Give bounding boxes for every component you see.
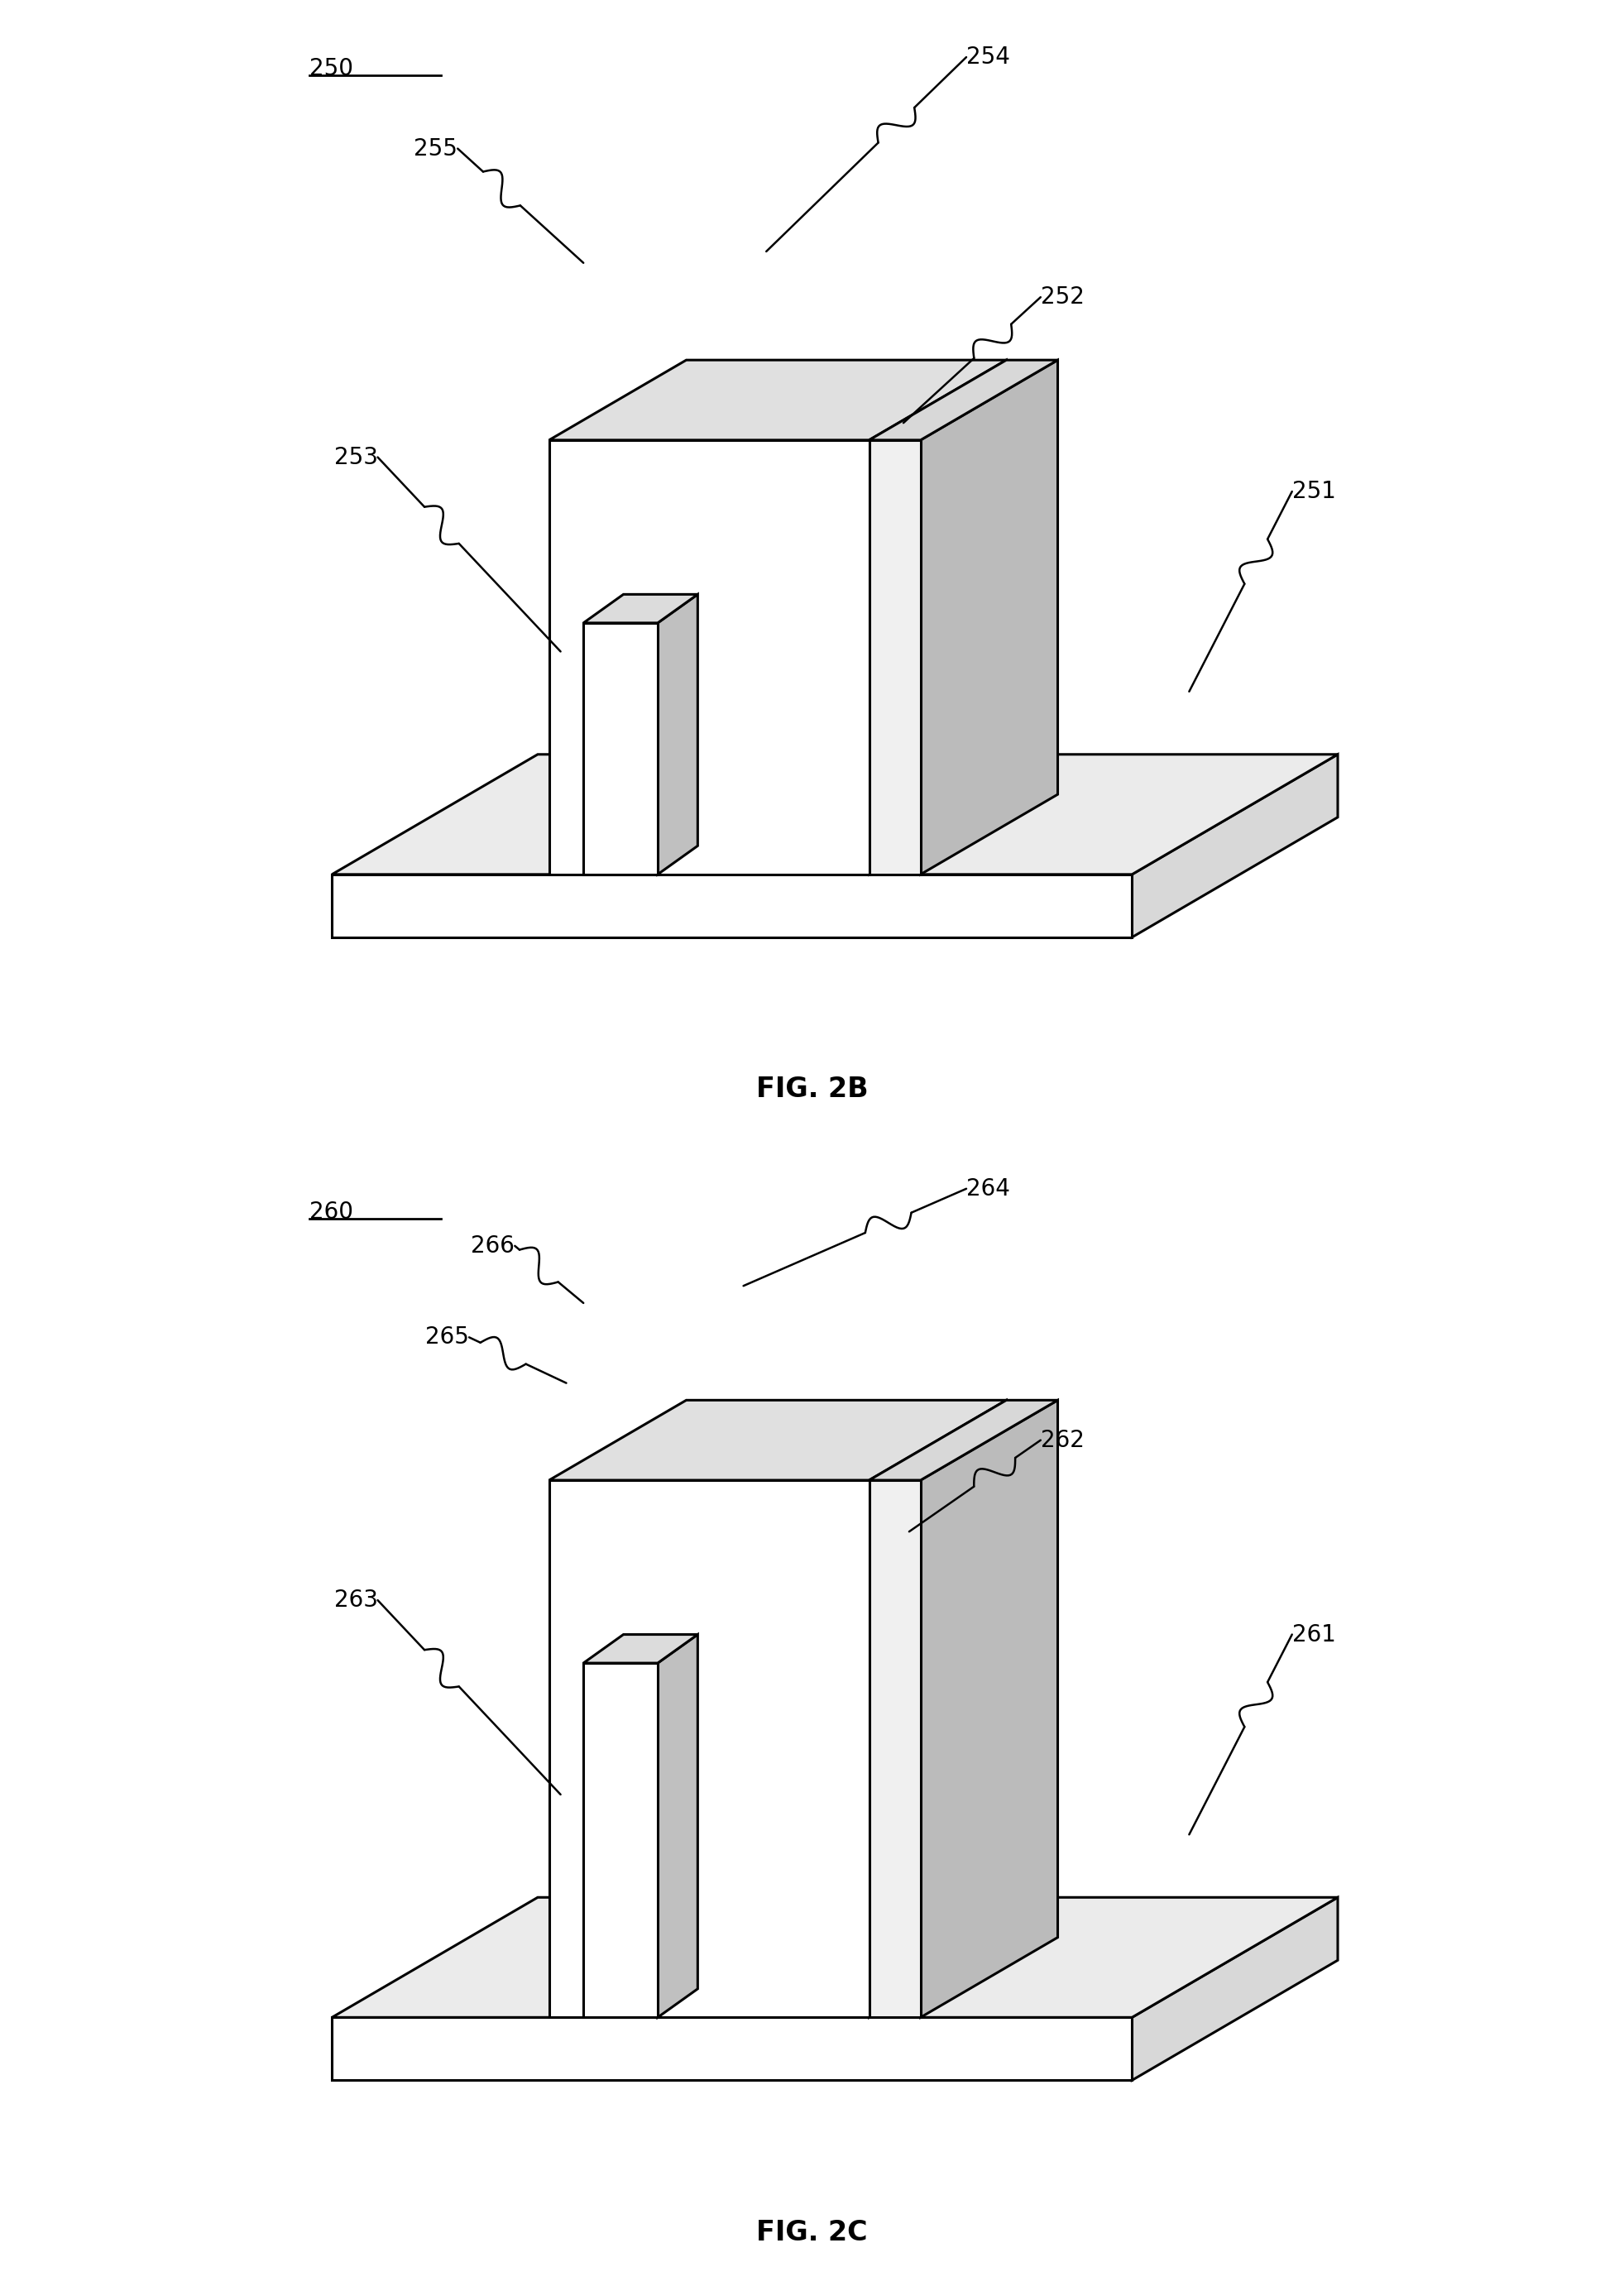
Polygon shape: [658, 1634, 698, 2019]
Text: 251: 251: [1293, 480, 1337, 503]
Polygon shape: [583, 594, 698, 622]
Text: 260: 260: [309, 1200, 352, 1223]
Polygon shape: [869, 359, 1007, 876]
Text: FIG. 2C: FIG. 2C: [757, 2220, 867, 2245]
Polygon shape: [331, 754, 1338, 876]
Polygon shape: [331, 876, 1132, 937]
Polygon shape: [549, 1481, 869, 2019]
Polygon shape: [869, 359, 1057, 439]
Polygon shape: [921, 1399, 1057, 2019]
Text: 254: 254: [966, 46, 1010, 69]
Polygon shape: [921, 359, 1057, 876]
Text: 262: 262: [1041, 1429, 1085, 1452]
Text: 252: 252: [1041, 286, 1085, 309]
Polygon shape: [549, 359, 1007, 439]
Polygon shape: [1132, 1897, 1338, 2080]
Text: 261: 261: [1293, 1623, 1337, 1646]
Text: 265: 265: [425, 1326, 469, 1349]
Text: 250: 250: [309, 57, 352, 80]
Polygon shape: [549, 1399, 1007, 1481]
Text: 253: 253: [335, 446, 378, 469]
Text: FIG. 2B: FIG. 2B: [755, 1077, 869, 1104]
Text: 263: 263: [335, 1589, 378, 1612]
Polygon shape: [869, 1399, 1007, 2019]
Text: 266: 266: [471, 1234, 515, 1257]
Text: 255: 255: [414, 137, 458, 160]
Polygon shape: [583, 1634, 698, 1664]
Polygon shape: [869, 1481, 921, 2019]
Polygon shape: [331, 1897, 1338, 2019]
Polygon shape: [1132, 754, 1338, 937]
Polygon shape: [869, 1399, 1057, 1481]
Polygon shape: [583, 1664, 658, 2019]
Polygon shape: [583, 622, 658, 876]
Polygon shape: [331, 2019, 1132, 2080]
Polygon shape: [869, 439, 921, 876]
Polygon shape: [549, 439, 869, 876]
Text: 264: 264: [966, 1177, 1010, 1200]
Polygon shape: [658, 594, 698, 876]
